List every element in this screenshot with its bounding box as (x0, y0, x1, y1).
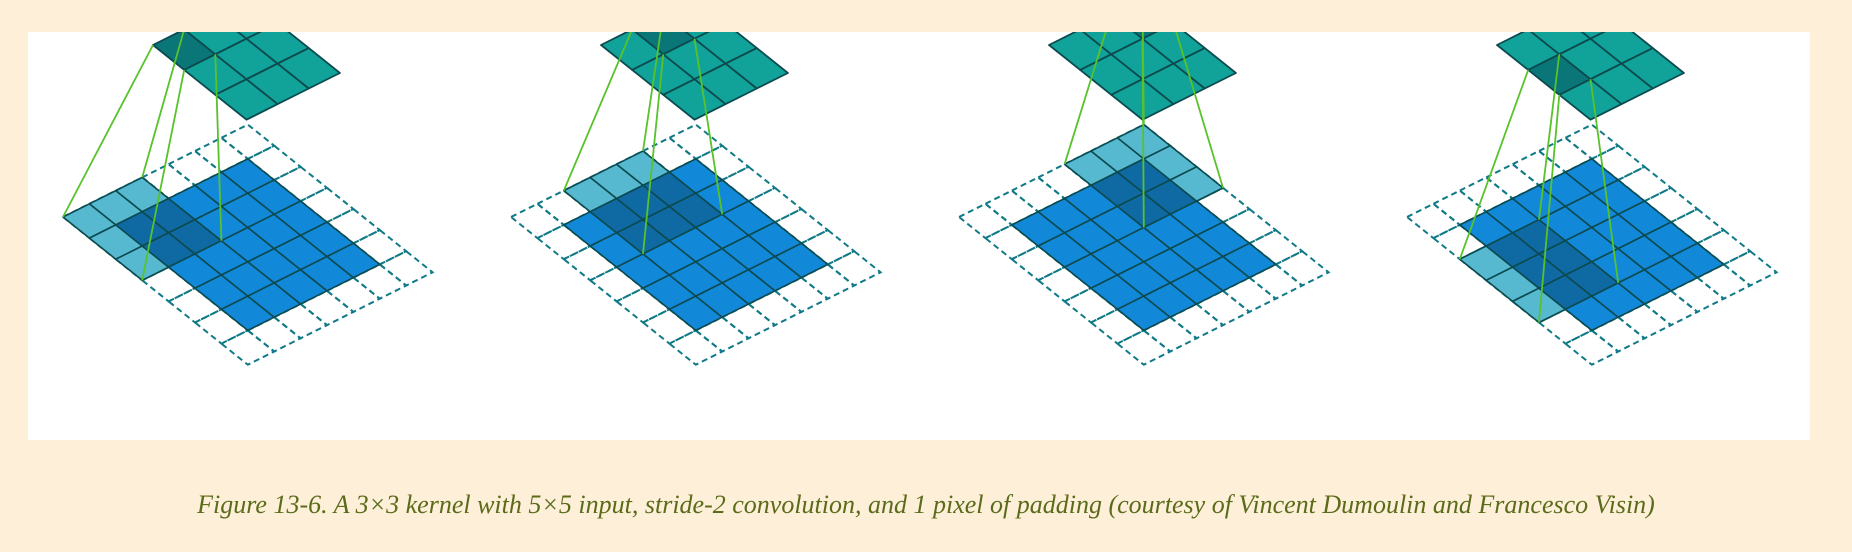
padding-cell (1563, 123, 1621, 161)
input-cell (326, 242, 381, 279)
padding-cell (377, 250, 435, 287)
projection-line (642, 54, 665, 254)
conv-step-4 (1405, 32, 1779, 366)
padding-cell (509, 202, 566, 240)
figure-caption: Figure 13-6. A 3×3 kernel with 5×5 input… (197, 490, 1655, 519)
conv-step-3 (957, 32, 1331, 366)
projection-line (141, 32, 185, 178)
input-cell (1222, 242, 1277, 279)
padding-cell (219, 329, 277, 366)
projection-line (1538, 54, 1561, 220)
projection-line (693, 38, 724, 215)
output-cell (724, 47, 789, 90)
padding-cell (1721, 250, 1779, 287)
padding-cell (219, 123, 277, 161)
projection-line (1589, 79, 1620, 284)
conv-step-1 (61, 32, 435, 366)
projection-line (62, 44, 154, 218)
output-cell (236, 32, 262, 40)
padding-cell (1273, 250, 1331, 287)
projection-line (1458, 69, 1530, 260)
padding-cell (667, 329, 725, 366)
convolution-diagram (61, 32, 1779, 366)
diagram-panel (28, 32, 1810, 440)
padding-cell (825, 250, 883, 287)
padding-cell (1563, 329, 1621, 366)
input-cell (1670, 242, 1725, 279)
output-cell (1620, 47, 1685, 90)
output-cell (684, 32, 710, 40)
input-cell (774, 242, 829, 279)
projection-line (214, 54, 223, 241)
output-cell (276, 47, 341, 90)
projection-line (1063, 32, 1107, 165)
padding-cell (957, 202, 1014, 240)
projection-line (1175, 32, 1224, 189)
projection-line (562, 32, 633, 191)
output-cell (1580, 32, 1606, 40)
projection-line (642, 32, 662, 152)
projection-line (141, 69, 186, 281)
padding-cell (1115, 329, 1173, 366)
conv-step-2 (509, 32, 883, 366)
projection-line (1538, 94, 1561, 323)
padding-cell (1405, 202, 1462, 240)
output-active-cell (1132, 32, 1158, 40)
padding-cell (667, 123, 725, 161)
output-cell (1172, 47, 1237, 90)
projection-line (1141, 38, 1145, 228)
